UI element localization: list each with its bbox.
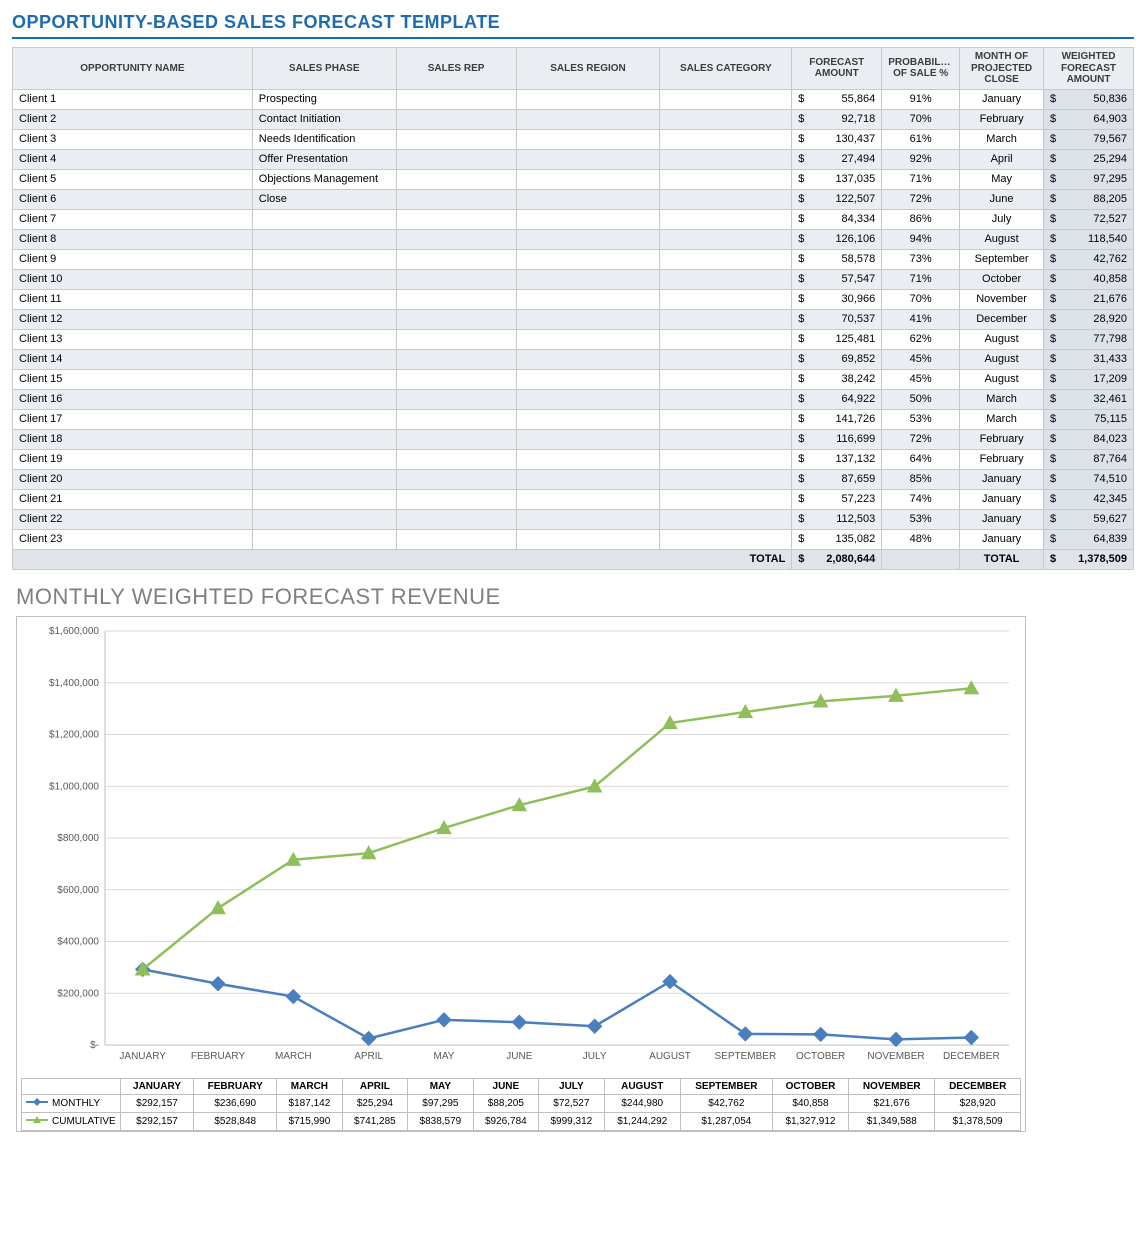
column-header: SALES PHASE bbox=[252, 48, 396, 90]
svg-text:$200,000: $200,000 bbox=[57, 988, 99, 999]
table-row: Client 22$112,50353%January$59,627 bbox=[13, 509, 1134, 529]
svg-text:JANUARY: JANUARY bbox=[119, 1051, 166, 1062]
table-row: Client 12$70,53741%December$28,920 bbox=[13, 309, 1134, 329]
svg-text:$1,600,000: $1,600,000 bbox=[49, 626, 99, 637]
legend-marker-icon bbox=[26, 1115, 48, 1128]
table-row: Client 23$135,08248%January$64,839 bbox=[13, 529, 1134, 549]
svg-text:$1,400,000: $1,400,000 bbox=[49, 677, 99, 688]
column-header: WEIGHTED FORECAST AMOUNT bbox=[1044, 48, 1134, 90]
table-row: Client 21$57,22374%January$42,345 bbox=[13, 489, 1134, 509]
column-header: MONTH OF PROJECTED CLOSE bbox=[960, 48, 1044, 90]
svg-text:JUNE: JUNE bbox=[506, 1051, 532, 1062]
table-row: Client 2Contact Initiation$92,71870%Febr… bbox=[13, 109, 1134, 129]
table-row: Client 15$38,24245%August$17,209 bbox=[13, 369, 1134, 389]
table-row: Client 6Close$122,50772%June$88,205 bbox=[13, 189, 1134, 209]
table-row: Client 3Needs Identification$130,43761%M… bbox=[13, 129, 1134, 149]
column-header: SALES REP bbox=[396, 48, 516, 90]
table-row: Client 19$137,13264%February$87,764 bbox=[13, 449, 1134, 469]
legend-row: MONTHLY$292,157$236,690$187,142$25,294$9… bbox=[22, 1094, 1021, 1112]
table-row: Client 20$87,65985%January$74,510 bbox=[13, 469, 1134, 489]
svg-text:$-: $- bbox=[90, 1040, 99, 1051]
svg-text:$1,200,000: $1,200,000 bbox=[49, 729, 99, 740]
table-row: Client 7$84,33486%July$72,527 bbox=[13, 209, 1134, 229]
svg-text:DECEMBER: DECEMBER bbox=[943, 1051, 1000, 1062]
legend-row: CUMULATIVE$292,157$528,848$715,990$741,2… bbox=[22, 1112, 1021, 1130]
table-header-row: OPPORTUNITY NAMESALES PHASESALES REPSALE… bbox=[13, 48, 1134, 90]
legend-marker-icon bbox=[26, 1097, 48, 1110]
svg-text:OCTOBER: OCTOBER bbox=[796, 1051, 845, 1062]
line-chart: $- $200,000 $400,000 $600,000 $800,000 $1,000… bbox=[21, 621, 1019, 1071]
page-title: OPPORTUNITY-BASED SALES FORECAST TEMPLAT… bbox=[12, 12, 1134, 39]
chart-data-table: JANUARYFEBRUARYMARCHAPRILMAYJUNEJULYAUGU… bbox=[21, 1078, 1021, 1131]
table-row: Client 13$125,48162%August$77,798 bbox=[13, 329, 1134, 349]
chart-container: $- $200,000 $400,000 $600,000 $800,000 $1,000… bbox=[16, 616, 1026, 1132]
table-row: Client 11$30,96670%November$21,676 bbox=[13, 289, 1134, 309]
column-header: FORECAST AMOUNT bbox=[792, 48, 882, 90]
table-row: Client 9$58,57873%September$42,762 bbox=[13, 249, 1134, 269]
table-row: Client 18$116,69972%February$84,023 bbox=[13, 429, 1134, 449]
column-header: SALES REGION bbox=[516, 48, 660, 90]
svg-text:$400,000: $400,000 bbox=[57, 936, 99, 947]
table-row: Client 5Objections Management$137,03571%… bbox=[13, 169, 1134, 189]
svg-text:SEPTEMBER: SEPTEMBER bbox=[714, 1051, 776, 1062]
table-row: Client 10$57,54771%October$40,858 bbox=[13, 269, 1134, 289]
svg-text:AUGUST: AUGUST bbox=[649, 1051, 691, 1062]
svg-text:$800,000: $800,000 bbox=[57, 833, 99, 844]
table-row: Client 17$141,72653%March$75,115 bbox=[13, 409, 1134, 429]
svg-text:$1,000,000: $1,000,000 bbox=[49, 781, 99, 792]
svg-text:MARCH: MARCH bbox=[275, 1051, 312, 1062]
chart-title: MONTHLY WEIGHTED FORECAST REVENUE bbox=[16, 584, 1134, 610]
svg-text:JULY: JULY bbox=[583, 1051, 607, 1062]
forecast-table: OPPORTUNITY NAMESALES PHASESALES REPSALE… bbox=[12, 47, 1134, 570]
table-row: Client 8$126,10694%August$118,540 bbox=[13, 229, 1134, 249]
column-header: OPPORTUNITY NAME bbox=[13, 48, 253, 90]
table-row: Client 14$69,85245%August$31,433 bbox=[13, 349, 1134, 369]
column-header: PROBABILITY OF SALE % bbox=[882, 48, 960, 90]
column-header: SALES CATEGORY bbox=[660, 48, 792, 90]
svg-text:FEBRUARY: FEBRUARY bbox=[191, 1051, 246, 1062]
table-row: Client 4Offer Presentation$27,49492%Apri… bbox=[13, 149, 1134, 169]
total-row: TOTAL$2,080,644TOTAL$1,378,509 bbox=[13, 549, 1134, 569]
svg-text:MAY: MAY bbox=[434, 1051, 455, 1062]
svg-text:NOVEMBER: NOVEMBER bbox=[867, 1051, 924, 1062]
svg-text:APRIL: APRIL bbox=[354, 1051, 383, 1062]
table-row: Client 16$64,92250%March$32,461 bbox=[13, 389, 1134, 409]
svg-text:$600,000: $600,000 bbox=[57, 884, 99, 895]
table-row: Client 1Prospecting$55,86491%January$50,… bbox=[13, 89, 1134, 109]
